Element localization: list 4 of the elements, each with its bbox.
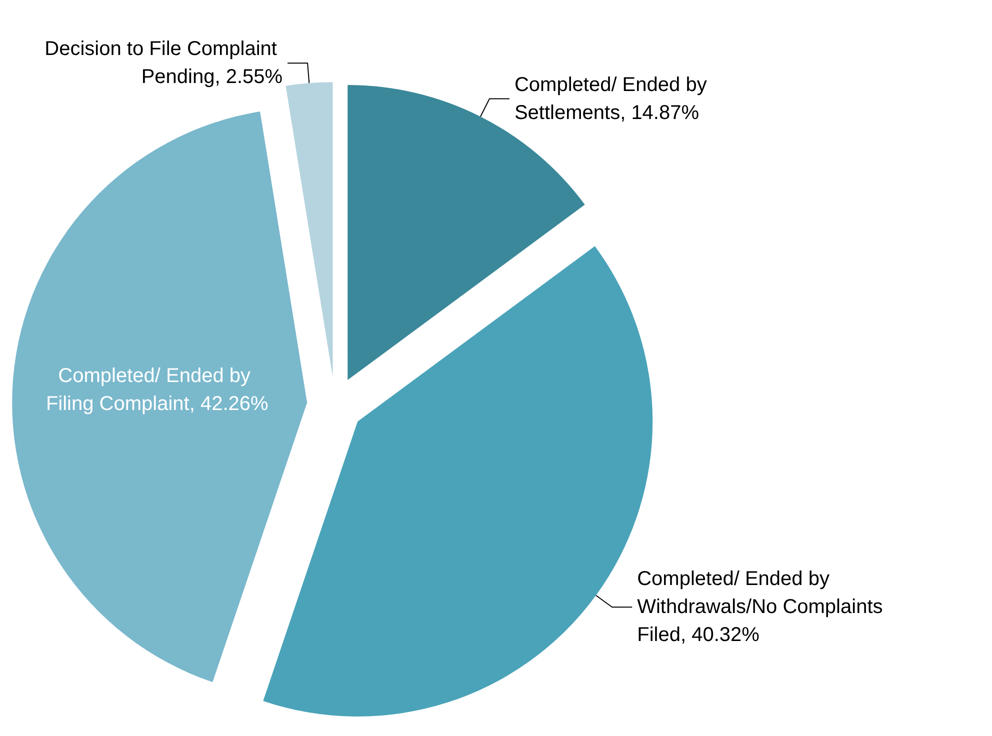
slice-label: Completed/ Ended by Settlements, 14.87% [514,74,712,124]
slice-label: Decision to File Complaint Pending, 2.55% [44,38,283,88]
slice-label: Completed/ Ended by Withdrawals/No Complaints Filed, 40.32% [637,568,888,646]
slice-label: Completed/ Ended by Filing Complaint, 42.26% [46,365,268,416]
